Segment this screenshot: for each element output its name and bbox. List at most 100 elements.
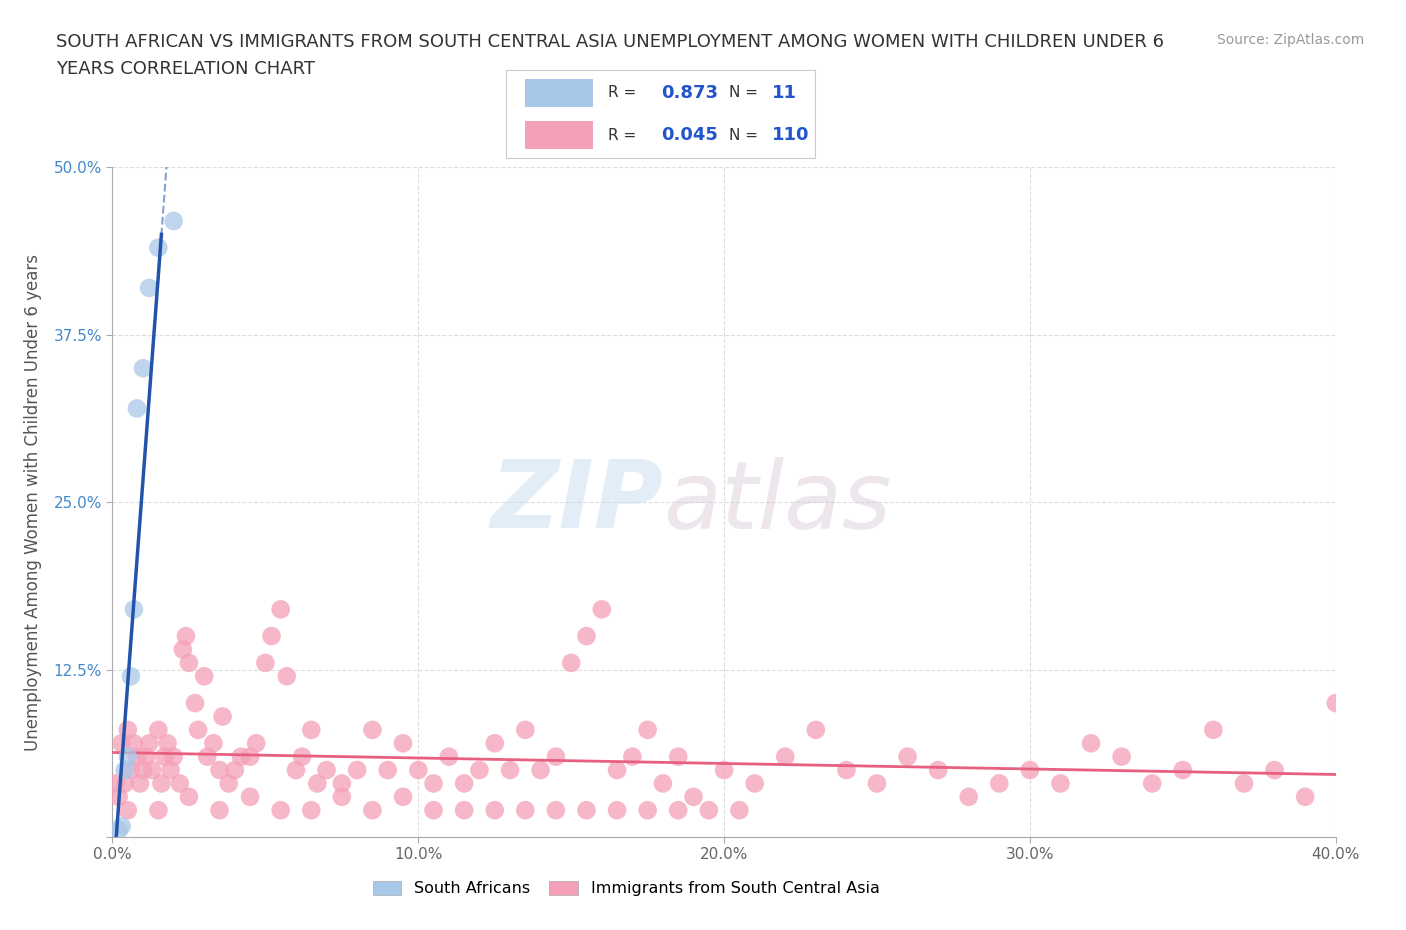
Point [148, 723, 170, 737]
Point [174, 629, 197, 644]
Point [184, 696, 207, 711]
Point [453, 776, 475, 790]
Point [484, 803, 506, 817]
Point [299, 723, 322, 737]
Text: N =: N = [728, 127, 758, 142]
Point [606, 763, 628, 777]
Point [114, 776, 136, 790]
Point [499, 763, 522, 777]
Point [172, 642, 194, 657]
Point [117, 723, 139, 737]
Point [1049, 776, 1071, 790]
Point [652, 776, 675, 790]
Point [132, 763, 155, 777]
Text: R =: R = [609, 86, 641, 100]
Point [218, 776, 240, 790]
Point [377, 763, 399, 777]
Point [408, 763, 430, 777]
Point [195, 750, 218, 764]
Point [637, 803, 659, 817]
Point [775, 750, 797, 764]
Point [988, 776, 1011, 790]
Point [260, 629, 283, 644]
Point [621, 750, 644, 764]
Point [177, 656, 200, 671]
Point [422, 776, 444, 790]
Point [132, 361, 155, 376]
Point [307, 776, 329, 790]
Point [1018, 763, 1040, 777]
Point [187, 723, 209, 737]
Point [606, 803, 628, 817]
Point [120, 669, 142, 684]
Text: Source: ZipAtlas.com: Source: ZipAtlas.com [1216, 33, 1364, 46]
Point [211, 709, 233, 724]
Text: ZIP: ZIP [491, 457, 664, 548]
Point [148, 803, 170, 817]
Point [202, 736, 225, 751]
Point [957, 790, 980, 804]
Point [111, 818, 134, 833]
Point [276, 669, 298, 684]
Point [111, 736, 134, 751]
Text: atlas: atlas [664, 457, 891, 548]
Point [697, 803, 720, 817]
Point [120, 763, 142, 777]
Point [346, 763, 368, 777]
Point [666, 803, 689, 817]
Point [927, 763, 949, 777]
Point [392, 736, 415, 751]
Point [575, 803, 598, 817]
Point [1264, 763, 1286, 777]
Point [575, 629, 598, 644]
Point [484, 736, 506, 751]
Point [114, 763, 136, 777]
Text: 110: 110 [772, 126, 810, 144]
Point [163, 750, 186, 764]
Point [530, 763, 553, 777]
Point [544, 750, 567, 764]
Point [125, 750, 148, 764]
Point [148, 240, 170, 255]
Point [291, 750, 314, 764]
Text: YEARS CORRELATION CHART: YEARS CORRELATION CHART [56, 60, 315, 78]
FancyBboxPatch shape [524, 79, 593, 107]
Point [1111, 750, 1133, 764]
Point [104, 776, 127, 790]
FancyBboxPatch shape [524, 121, 593, 150]
Point [728, 803, 751, 817]
Point [666, 750, 689, 764]
Point [560, 656, 582, 671]
Text: 0.045: 0.045 [661, 126, 717, 144]
Point [468, 763, 491, 777]
Point [682, 790, 704, 804]
Point [107, 823, 129, 838]
Legend: South Africans, Immigrants from South Central Asia: South Africans, Immigrants from South Ce… [366, 874, 886, 903]
Point [270, 602, 292, 617]
Text: SOUTH AFRICAN VS IMMIGRANTS FROM SOUTH CENTRAL ASIA UNEMPLOYMENT AMONG WOMEN WIT: SOUTH AFRICAN VS IMMIGRANTS FROM SOUTH C… [56, 33, 1164, 50]
Point [1294, 790, 1316, 804]
Text: 11: 11 [772, 84, 797, 101]
Point [224, 763, 246, 777]
Point [515, 723, 537, 737]
Text: 0.873: 0.873 [661, 84, 718, 101]
Point [138, 281, 160, 296]
Point [270, 803, 292, 817]
Point [713, 763, 735, 777]
Point [1171, 763, 1194, 777]
Point [239, 790, 262, 804]
Point [804, 723, 827, 737]
Point [1324, 696, 1347, 711]
Point [125, 401, 148, 416]
Point [129, 776, 152, 790]
Point [239, 750, 262, 764]
Point [637, 723, 659, 737]
Point [122, 736, 145, 751]
Point [453, 803, 475, 817]
Point [744, 776, 766, 790]
Point [330, 776, 353, 790]
Point [254, 656, 277, 671]
Point [159, 763, 181, 777]
Point [153, 750, 176, 764]
Text: N =: N = [728, 86, 758, 100]
